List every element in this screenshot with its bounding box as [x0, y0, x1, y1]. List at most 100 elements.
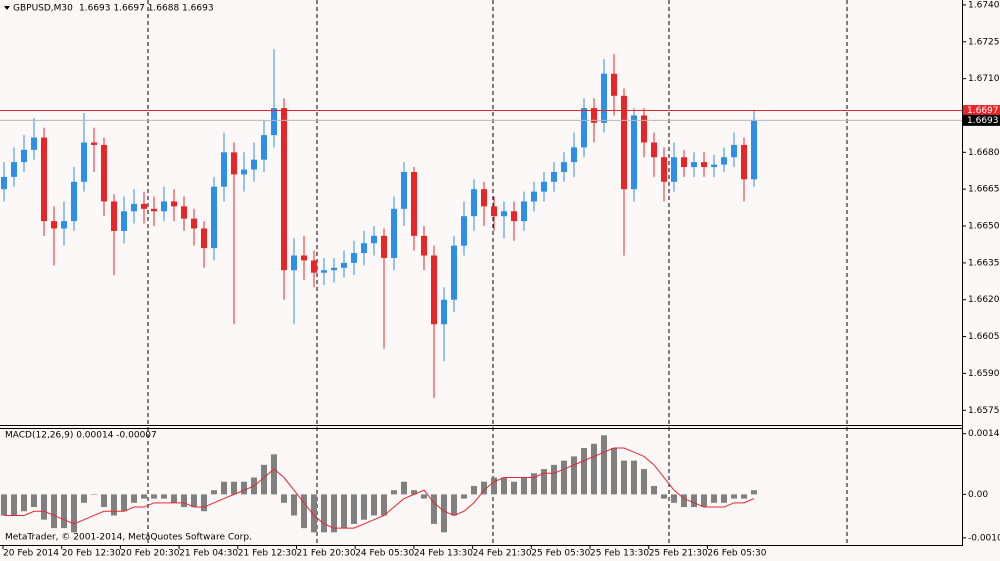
- price-label: 1.6693: [967, 116, 999, 126]
- macd-bar: [161, 494, 167, 499]
- candle-body: [31, 137, 37, 150]
- y-tick-label: -0.00103: [968, 533, 1000, 543]
- candle-body: [551, 171, 557, 182]
- x-tick-label: 24 Feb 13:30: [414, 549, 473, 559]
- signal-line: [4, 447, 755, 529]
- candle-body: [171, 201, 177, 207]
- candle-body: [441, 299, 447, 325]
- macd-bar: [1, 494, 7, 516]
- macd-bar: [701, 494, 707, 508]
- macd-bar: [441, 494, 447, 533]
- macd-bar: [271, 454, 277, 495]
- candle-body: [501, 211, 507, 217]
- candle-body: [41, 137, 47, 222]
- candle-body: [211, 186, 217, 249]
- macd-bar: [671, 494, 677, 503]
- candle-body: [581, 108, 587, 148]
- candle-body: [231, 152, 237, 175]
- macd-bar: [201, 494, 207, 512]
- candle-body: [181, 206, 187, 219]
- macd-bar: [71, 494, 77, 533]
- y-tick-label: 1.6635: [968, 258, 1000, 268]
- macd-bar: [691, 494, 697, 508]
- candle-body: [481, 189, 487, 207]
- macd-bar: [101, 494, 107, 508]
- macd-bar: [421, 494, 427, 499]
- candle-body: [81, 142, 87, 182]
- macd-bar: [631, 460, 637, 495]
- candle-body: [221, 152, 227, 187]
- candle-body: [691, 162, 697, 168]
- macd-bar: [531, 473, 537, 495]
- candle-body: [11, 162, 17, 177]
- macd-bar: [641, 469, 647, 495]
- macd-bar: [471, 485, 477, 495]
- candle-body: [741, 144, 747, 180]
- candle-body: [451, 245, 457, 300]
- macd-bar: [371, 494, 377, 516]
- macd-bar: [741, 494, 747, 499]
- macd-bar: [461, 494, 467, 499]
- macd-bar: [621, 460, 627, 495]
- candle-body: [621, 95, 627, 190]
- x-tick-label: 25 Feb 13:30: [590, 549, 649, 559]
- candle-body: [321, 270, 327, 273]
- ohlc-text: 1.6693 1.6697 1.6688 1.6693: [79, 4, 214, 14]
- candle-body: [361, 243, 367, 254]
- candle-body: [601, 73, 607, 123]
- x-tick-label: 21 Feb 04:30: [179, 549, 238, 559]
- macd-bar: [521, 477, 527, 495]
- macd-bar: [731, 494, 737, 499]
- macd-bar: [541, 469, 547, 495]
- macd-bar: [211, 490, 217, 495]
- macd-bar: [391, 490, 397, 495]
- macd-bar: [681, 494, 687, 508]
- candle-body: [571, 147, 577, 163]
- macd-bar: [121, 494, 127, 512]
- x-tick-label: 26 Feb 05:30: [707, 549, 766, 559]
- y-tick-label: 1.6590: [968, 369, 1000, 379]
- macd-bar: [331, 494, 337, 533]
- candle-body: [681, 157, 687, 168]
- macd-bar: [11, 494, 17, 516]
- dropdown-icon[interactable]: [4, 6, 10, 10]
- y-tick-label: 1.6620: [968, 295, 1000, 305]
- macd-bar: [551, 464, 557, 495]
- candle-body: [591, 108, 597, 123]
- macd-bar: [51, 494, 57, 529]
- macd-bar: [191, 494, 197, 508]
- x-tick-label: 24 Feb 21:30: [473, 549, 532, 559]
- price-label: 1.6697: [967, 106, 999, 116]
- x-tick-label: 21 Feb 20:30: [297, 549, 356, 559]
- macd-bar: [31, 494, 37, 508]
- candle-body: [261, 135, 267, 160]
- macd-bar: [151, 494, 157, 499]
- macd-bar: [291, 494, 297, 516]
- candle-body: [141, 203, 147, 209]
- macd-bar: [351, 494, 357, 524]
- candle-body: [471, 189, 477, 217]
- candle-body: [121, 211, 127, 231]
- x-tick-label: 25 Feb 05:30: [531, 549, 590, 559]
- macd-bar: [401, 481, 407, 495]
- macd-bar: [321, 494, 327, 533]
- macd-bar: [711, 494, 717, 503]
- macd-title: MACD(12,26,9) 0.00014 -0.00007: [5, 431, 157, 441]
- x-tick-label: 20 Feb 20:30: [120, 549, 179, 559]
- candle-body: [91, 142, 97, 145]
- y-tick-label: 1.6710: [968, 74, 1000, 84]
- candle-body: [331, 267, 337, 271]
- y-tick-label: 0.00144: [968, 429, 1000, 439]
- candle-body: [161, 201, 167, 212]
- macd-bar: [591, 443, 597, 495]
- macd-bar: [661, 494, 667, 499]
- candle-body: [351, 253, 357, 263]
- candle-body: [521, 201, 527, 222]
- macd-bar: [491, 477, 497, 495]
- x-tick-label: 20 Feb 2014: [3, 549, 59, 559]
- candle-body: [421, 235, 427, 256]
- y-tick-label: 1.6575: [968, 406, 1000, 416]
